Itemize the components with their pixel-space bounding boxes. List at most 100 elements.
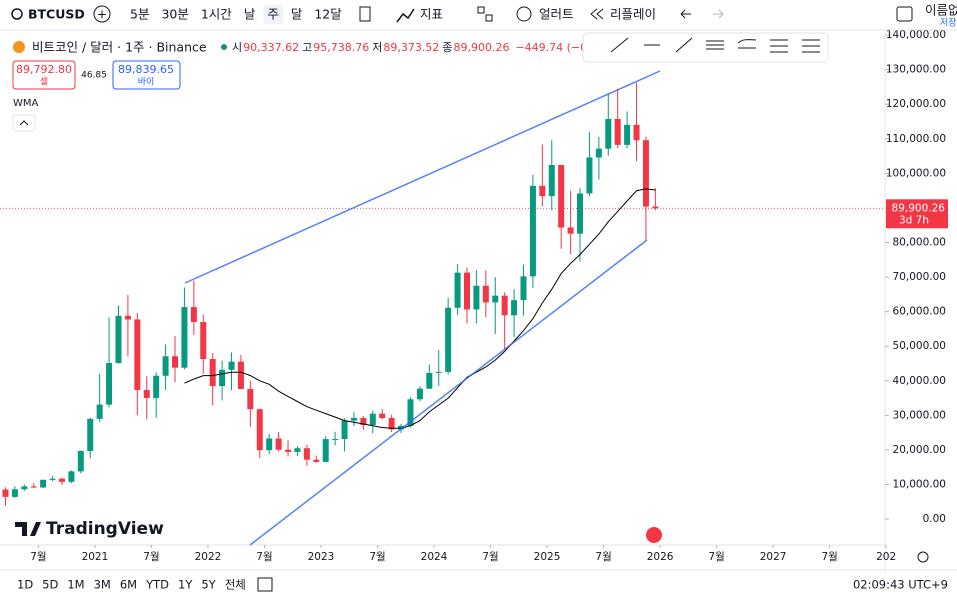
replay[interactable]: 리플레이 [610,7,656,22]
trend-line[interactable] [249,239,648,546]
sell-label: 셀 [40,77,48,88]
replay-icon[interactable] [590,8,604,20]
candle-body [68,471,75,482]
alert[interactable]: 얼러트 [539,7,574,22]
candle-body [219,369,226,387]
y-tick-label: 40,000.00 [893,375,946,387]
x-tick-label: 7월 [595,551,611,563]
alert-icon[interactable] [516,6,532,22]
candle-body [209,359,216,387]
range-button[interactable]: YTD [145,578,169,592]
x-tick-label: 2022 [195,551,222,563]
candle-body [520,276,527,301]
candle-body [237,361,244,389]
redo[interactable] [713,9,724,19]
last-price-label: 89,900.26 [892,202,946,214]
candle-body [322,439,329,462]
candle-body [162,356,169,376]
candle-body [492,295,499,303]
candle-body [586,157,593,194]
settings[interactable] [917,551,929,563]
candle-body [416,388,423,400]
save[interactable]: 저장 [940,18,957,29]
candle-body [256,409,263,451]
event-icon[interactable] [646,527,662,543]
candle-body [58,478,65,482]
x-tick-label: 7월 [482,551,498,563]
layout-toggle[interactable] [896,6,913,22]
candle-body [548,164,555,197]
range-button[interactable]: 6M [120,578,137,592]
y-tick-label: 10,000.00 [893,479,946,491]
indicator-icon[interactable] [396,8,415,23]
range-button[interactable]: 5D [42,578,58,592]
layout-name[interactable]: 이름없 [925,3,957,18]
candle-body [190,307,197,323]
buy-button[interactable] [112,60,181,90]
candle-body [332,439,339,441]
trend-line[interactable] [184,70,661,284]
candle-body [360,417,367,425]
candle-body [49,478,56,480]
layout-icon [485,14,493,22]
ohlc-high: 95,738.76 [313,41,369,54]
y-tick-label: 100,000.00 [886,167,946,179]
date-range-icon[interactable] [257,577,273,592]
countdown: 3d 7h [899,214,929,226]
legend-symbol: 비트코인 / 달러 · 1주 · Binance [32,40,207,55]
buy-price: 89,839.65 [118,63,174,76]
interval[interactable]: 1시간 [201,7,232,22]
candle-body [482,285,489,303]
candle-body [605,118,612,149]
collapse[interactable] [12,114,36,132]
add-symbol[interactable] [93,5,111,23]
candle-body [624,124,631,145]
candle-icon[interactable] [359,6,371,22]
range-button[interactable]: 전체 [225,578,246,592]
x-tick-label: 7월 [708,551,724,563]
active-interval [263,5,284,24]
candle-body [143,390,150,398]
candle-body [652,206,659,209]
candle-body [106,363,113,405]
range-button[interactable]: 1Y [178,578,193,592]
ohlc-close-label: 종 [442,41,452,54]
candle-body [21,486,28,490]
candle-body [407,399,414,426]
interval[interactable]: 주 [267,7,279,22]
candle-body [614,118,621,145]
layout-icon[interactable] [477,6,485,14]
interval[interactable]: 날 [244,7,256,22]
status-dot [221,44,227,50]
candle-body [577,193,584,234]
candle-body [435,371,442,373]
candle-body [40,479,47,488]
candle-body [558,164,565,228]
clock: 02:09:43 UTC+9 [853,578,948,592]
range-button[interactable]: 1D [17,578,33,592]
symbol[interactable]: BTCUSD [28,7,85,22]
x-tick-label: 7월 [30,551,46,563]
search-icon[interactable] [11,8,23,20]
candle-body [87,418,94,451]
interval[interactable]: 달 [291,7,303,22]
candle-body [379,413,386,419]
interval[interactable]: 12달 [314,7,342,22]
wma-line [184,188,656,429]
plus: + [97,7,107,22]
range-button[interactable]: 1M [67,578,84,592]
chart: 0.00 10,000.00 20,000.00 30,000.00 40,000.00… [0,29,948,570]
candle-body [595,148,602,158]
sell-button[interactable] [12,60,76,90]
candle-body [294,448,301,452]
drawing-tools[interactable] [610,37,820,53]
intervals: 5분 30분 1시간 날 주 달 12달 [130,5,342,24]
undo[interactable] [680,9,691,19]
indicators[interactable]: 지표 [420,7,443,22]
interval[interactable]: 30분 [161,7,188,22]
range-button[interactable]: 5Y [201,578,216,592]
x-tick-label: 2026 [647,551,674,563]
range-button[interactable]: 3M [94,578,111,592]
interval[interactable]: 5분 [130,7,149,22]
